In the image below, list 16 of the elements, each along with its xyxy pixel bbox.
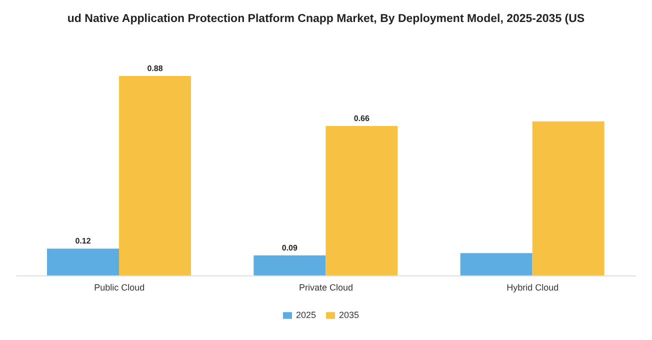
legend-label: 2025 (296, 310, 316, 320)
data-label: 0.88 (147, 64, 164, 73)
legend-label: 2035 (339, 310, 360, 320)
bar (254, 255, 326, 276)
bar (47, 248, 119, 276)
x-tick-label: Private Cloud (298, 282, 354, 292)
bar (326, 126, 398, 276)
x-tick-label: Public Cloud (94, 282, 145, 292)
data-label: 0.09 (282, 243, 298, 252)
data-label: 0.12 (75, 236, 92, 246)
x-tick-label: Hybrid Cloud (506, 282, 559, 292)
data-label: 0.66 (354, 114, 370, 123)
bar (460, 253, 532, 276)
chart-title: ud Native Application Protection Platform Cnapp Market, By Deployment Model, 2025-2035 (US (66, 12, 586, 27)
bar (532, 121, 604, 276)
bar (119, 76, 191, 276)
